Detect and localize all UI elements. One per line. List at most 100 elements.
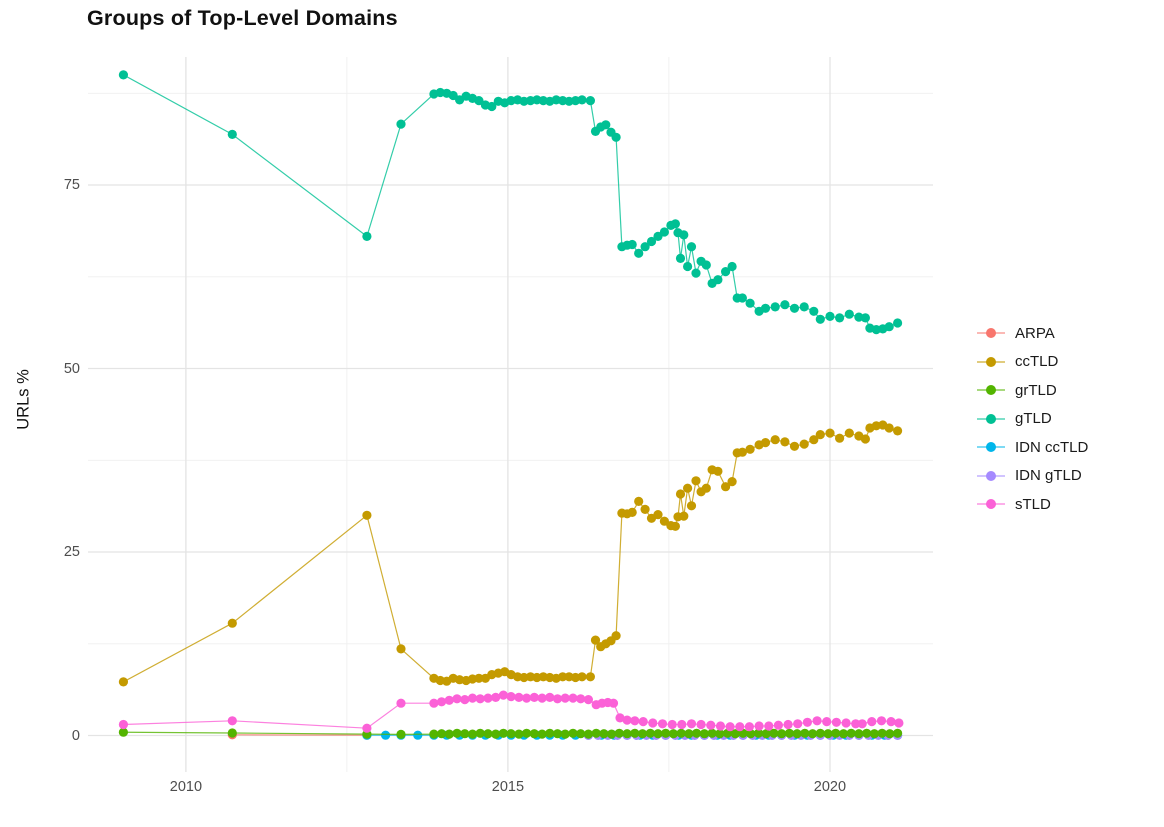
data-point [838,729,849,739]
data-point [608,698,619,708]
data-point [362,231,372,241]
data-point [815,430,825,440]
data-point [727,477,737,487]
legend-key-icon [977,442,1005,453]
data-point [701,260,711,270]
data-point [860,434,871,444]
data-point [437,729,447,739]
series-arpa [227,730,372,740]
data-point [583,695,593,705]
data-point [869,729,880,739]
data-point [670,521,681,531]
legend-item-label: ARPA [1015,324,1055,342]
x-tick-label: 2015 [491,779,525,795]
data-point [474,96,484,106]
data-point [737,447,748,457]
data-point [792,729,802,739]
data-point [506,692,516,702]
data-point [638,717,648,727]
data-point [825,311,835,321]
data-point [627,507,637,517]
y-tick-label: 50 [63,360,80,377]
data-point [799,439,809,449]
data-point [118,719,128,730]
data-point [615,713,625,723]
legend-item-label: IDN gTLD [1015,467,1082,485]
data-point [452,694,462,704]
data-point [607,729,617,739]
data-point [686,501,697,511]
data-point [552,694,563,704]
data-point [653,510,663,520]
data-point [735,722,745,732]
data-point [634,248,644,258]
data-point [815,314,825,324]
data-point [675,489,686,499]
data-point [894,718,904,728]
data-point [746,729,756,739]
data-point [622,729,632,739]
data-point [809,435,819,445]
data-point [679,511,689,521]
data-point [761,729,771,739]
data-point [475,728,485,738]
data-point [692,728,702,738]
y-tick-label: 75 [63,177,80,193]
data-point [657,719,668,729]
data-point [713,275,723,285]
data-point [648,718,658,728]
data-point [893,318,903,328]
data-point [753,728,764,738]
data-point [800,728,810,738]
data-point [799,302,809,312]
data-point [699,729,710,739]
data-point [585,672,595,682]
data-point [653,231,663,241]
data-point [831,717,842,727]
data-point [784,728,795,738]
legend-key-icon [977,499,1005,510]
data-point [637,729,648,739]
data-point [577,672,587,682]
y-tick-label: 25 [63,544,80,561]
data-point [783,719,793,730]
data-point [684,729,694,739]
data-point [568,693,578,703]
data-point [522,693,532,703]
data-point [640,242,650,252]
data-point [683,483,693,493]
x-tick-label: 2010 [169,779,203,795]
data-point [877,728,887,738]
data-point [715,729,725,739]
data-point [683,261,693,272]
y-axis-title: URLs % [14,369,33,430]
data-point [876,716,887,726]
data-point [627,239,637,250]
data-point [815,728,825,738]
data-point [474,673,484,683]
data-point [483,693,493,703]
data-point [630,728,640,738]
data-point [590,635,601,645]
plot-panel [88,57,933,772]
data-point [706,720,716,730]
data-point [444,729,454,739]
data-point [744,722,755,732]
data-point [691,268,701,278]
chart-title: Groups of Top-Level Domains [87,6,398,30]
data-point [381,730,391,740]
data-point [812,716,822,726]
legend-item-label: ccTLD [1015,353,1059,371]
legend-key-icon [977,328,1005,339]
data-point [721,267,731,277]
data-point [460,695,470,705]
data-point [770,302,780,312]
data-point [552,729,563,739]
data-point [514,692,524,703]
data-point [622,715,632,725]
data-point [737,293,748,303]
data-point [506,729,516,739]
data-point [362,723,372,733]
data-point [576,694,586,704]
data-point [545,728,555,738]
